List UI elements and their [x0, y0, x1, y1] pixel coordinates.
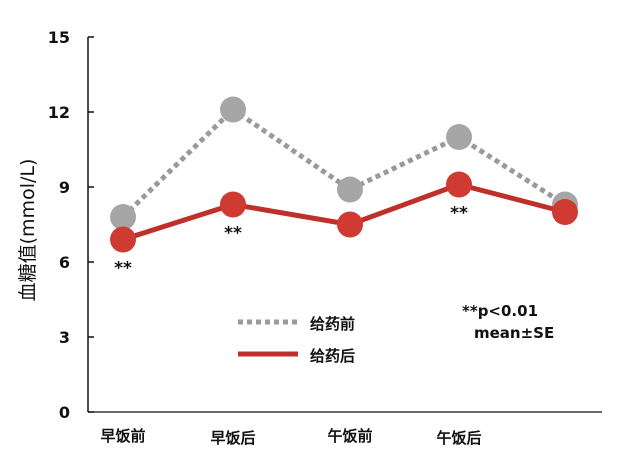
data-point	[552, 199, 578, 225]
legend: 给药前 给药后	[238, 315, 355, 365]
y-axis-title: 血糖值(mmol/L)	[17, 159, 39, 302]
stat-note-mean: mean±SE	[474, 324, 554, 342]
series-before	[110, 96, 578, 230]
data-point	[337, 176, 363, 203]
x-tick-label: 早饭前	[100, 427, 145, 445]
data-point	[220, 96, 246, 123]
significance-marker: **	[450, 204, 468, 224]
data-point	[337, 211, 363, 238]
y-tick-label: 0	[59, 403, 70, 422]
series-layer	[110, 96, 578, 253]
significance-marker: **	[224, 224, 242, 244]
stat-note: **p<0.01 mean±SE	[462, 302, 554, 342]
data-point	[110, 226, 136, 253]
x-tick-label: 午饭前	[327, 427, 372, 445]
y-axis: 0 3 6 9 12 15	[48, 28, 94, 422]
series-line	[121, 107, 567, 219]
data-point	[446, 171, 472, 198]
x-axis-labels: 早饭前 早饭后 午饭前 午饭后	[100, 427, 481, 447]
y-tick-label: 9	[59, 178, 70, 197]
data-point	[446, 124, 472, 150]
legend-label-after: 给药后	[310, 347, 355, 365]
y-tick-label: 3	[59, 328, 70, 347]
series-after	[110, 171, 578, 253]
data-point	[110, 204, 136, 230]
y-tick-label: 6	[59, 253, 70, 272]
data-point	[220, 191, 246, 218]
significance-layer: ** ** **	[114, 204, 468, 279]
y-tick-label: 12	[48, 103, 70, 122]
legend-label-before: 给药前	[310, 315, 355, 333]
stat-note-p: **p<0.01	[462, 302, 538, 320]
x-tick-label: 早饭后	[210, 429, 255, 447]
x-tick-label: 午饭后	[436, 429, 481, 447]
significance-marker: **	[114, 259, 132, 279]
y-tick-label: 15	[48, 28, 70, 47]
